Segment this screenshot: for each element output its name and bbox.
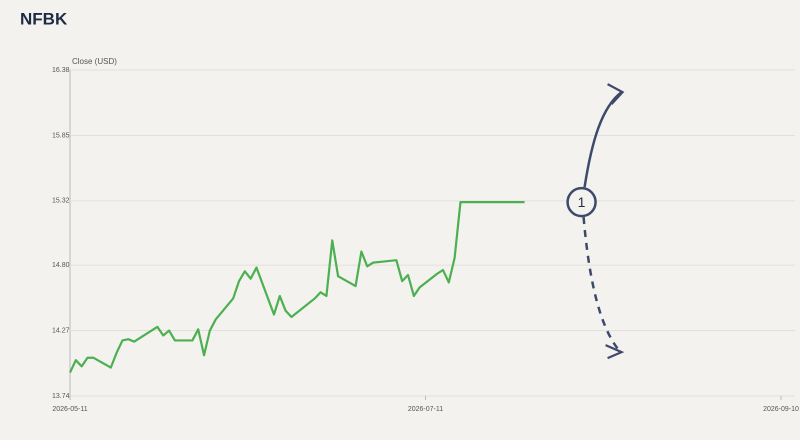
y-tick-label: 14.80 (52, 262, 70, 269)
annotation-label: 1 (578, 194, 586, 210)
arrow-down (582, 217, 621, 352)
chart-title: NFBK (20, 9, 68, 28)
annotation-circle (566, 186, 597, 218)
y-tick-label: 15.32 (52, 198, 70, 205)
price-line (69, 201, 525, 374)
y-tick-label: 16.38 (52, 67, 70, 74)
y-axis-label: Close (USD) (72, 57, 117, 66)
y-tick-label: 15.85 (52, 132, 70, 139)
x-tick-label: 2026-05-11 (52, 406, 87, 413)
arrow-up (583, 91, 623, 188)
y-tick-label: 13.74 (52, 393, 70, 400)
arrow-up-head (607, 83, 625, 105)
x-tick-label: 2026-09-10 (763, 406, 799, 413)
y-tick-label: 14.27 (52, 327, 70, 334)
x-tick-label: 2026-07-11 (408, 406, 443, 413)
arrow-down-head (605, 344, 625, 360)
